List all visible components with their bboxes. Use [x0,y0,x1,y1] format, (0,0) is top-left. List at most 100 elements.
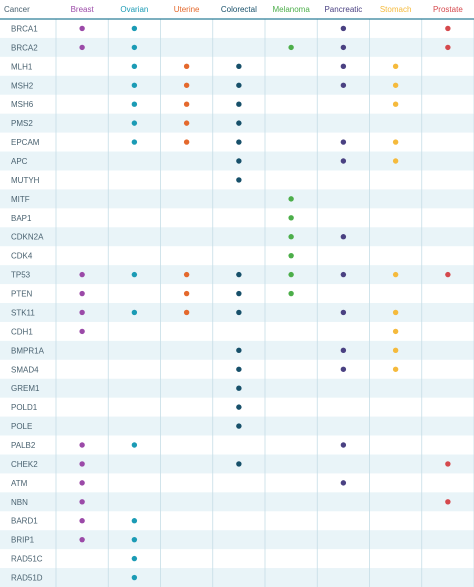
dot-mlh1-ovarian [131,63,138,70]
dot-msh2-colorectal [236,82,242,88]
gene-label: MLH1 [11,62,33,71]
dot-brca1-ovarian [131,25,138,32]
dot-tp53-ovarian [131,271,138,278]
row-background [0,37,474,57]
dot-atm-pancreatic [340,480,347,486]
dot-tp53-uterine [183,271,190,278]
dot-tp53-prostate [445,271,451,278]
gene-label: TP53 [11,271,31,280]
dot-tp53-melanoma [288,271,294,278]
dot-cdh1-breast [79,328,85,335]
dot-rad51c-ovarian [131,555,138,562]
dot-bard1-breast [79,518,85,524]
gene-label: PMS2 [11,119,33,128]
gene-label: RAD51C [11,555,43,564]
dot-tp53-pancreatic [340,271,347,278]
dot-cdk4-melanoma [288,252,294,259]
dot-chek2-prostate [445,461,451,467]
dot-epcam-uterine [183,139,190,145]
column-header-breast: Breast [71,5,95,14]
dot-msh6-stomach [392,101,399,107]
column-header-prostate: Prostate [433,5,463,14]
dot-pold1-colorectal [236,404,242,410]
gene-label: BMPR1A [11,346,45,355]
dot-pten-uterine [183,290,190,297]
dot-tp53-colorectal [236,271,242,278]
dot-brip1-breast [79,536,85,543]
gene-label: BRIP1 [11,536,35,545]
gene-label: POLE [11,422,32,431]
dot-msh2-ovarian [131,82,138,88]
dot-palb2-ovarian [131,442,138,448]
gene-label: CDK4 [11,252,33,261]
dot-brca2-pancreatic [340,44,347,51]
dot-apc-stomach [392,158,399,164]
gene-label: CDKN2A [11,233,44,242]
dot-epcam-stomach [392,139,399,145]
column-header-melanoma: Melanoma [272,5,310,14]
dot-smad4-stomach [392,366,399,372]
gene-label: BRCA1 [11,24,38,33]
dot-epcam-ovarian [131,139,138,145]
gene-label: PALB2 [11,441,36,450]
dot-epcam-pancreatic [340,139,347,145]
gene-label: CHEK2 [11,460,38,469]
gene-label: APC [11,157,28,166]
gene-label: STK11 [11,308,35,317]
dot-mlh1-pancreatic [340,63,347,70]
dot-tp53-breast [79,271,85,278]
dot-brca1-prostate [445,25,451,32]
gene-label: PTEN [11,290,33,299]
dot-stk11-uterine [183,309,190,316]
dot-chek2-colorectal [236,461,242,467]
row-background [0,568,474,587]
gene-label: BRCA2 [11,43,38,52]
dot-nbn-breast [79,499,85,505]
dot-bmpr1a-pancreatic [340,347,347,354]
gene-label: RAD51D [11,574,43,583]
dot-mlh1-colorectal [236,63,242,70]
dot-tp53-stomach [392,271,399,278]
column-header-pancreatic: Pancreatic [324,5,362,14]
gene-label: GREM1 [11,384,40,393]
gene-label: MUTYH [11,176,40,185]
gene-label: CDH1 [11,327,33,336]
dot-stk11-colorectal [236,309,242,316]
gene-label: BAP1 [11,214,32,223]
row-background [0,227,474,247]
dot-epcam-colorectal [236,139,242,145]
column-header-uterine: Uterine [174,5,200,14]
dot-stk11-stomach [392,309,399,316]
gene-label: SMAD4 [11,365,39,374]
dot-mutyh-colorectal [236,177,242,183]
dot-smad4-colorectal [236,366,242,372]
dot-msh2-stomach [392,82,399,88]
dot-mlh1-stomach [392,63,399,70]
dot-chek2-breast [79,461,85,467]
dot-msh6-colorectal [236,101,242,107]
dot-pms2-ovarian [131,120,138,126]
dot-bmpr1a-stomach [392,347,399,354]
gene-label: EPCAM [11,138,40,147]
gene-label: MSH2 [11,81,34,90]
column-header-ovarian: Ovarian [120,5,148,14]
dot-msh6-ovarian [131,101,138,107]
dot-pms2-uterine [183,120,190,126]
dot-msh6-uterine [183,101,190,107]
dot-brip1-ovarian [131,536,138,543]
row-background [0,492,474,512]
gene-label: MSH6 [11,100,34,109]
dot-grem1-colorectal [236,385,242,391]
dot-palb2-breast [79,442,85,448]
dot-stk11-ovarian [131,309,138,316]
dot-pten-colorectal [236,290,242,297]
dot-smad4-pancreatic [340,366,347,372]
dot-palb2-pancreatic [340,442,347,448]
dot-bmpr1a-colorectal [236,347,242,354]
dot-brca1-breast [79,25,85,32]
dot-pten-breast [79,290,85,297]
dot-msh2-pancreatic [340,82,347,88]
dot-stk11-pancreatic [340,309,347,316]
